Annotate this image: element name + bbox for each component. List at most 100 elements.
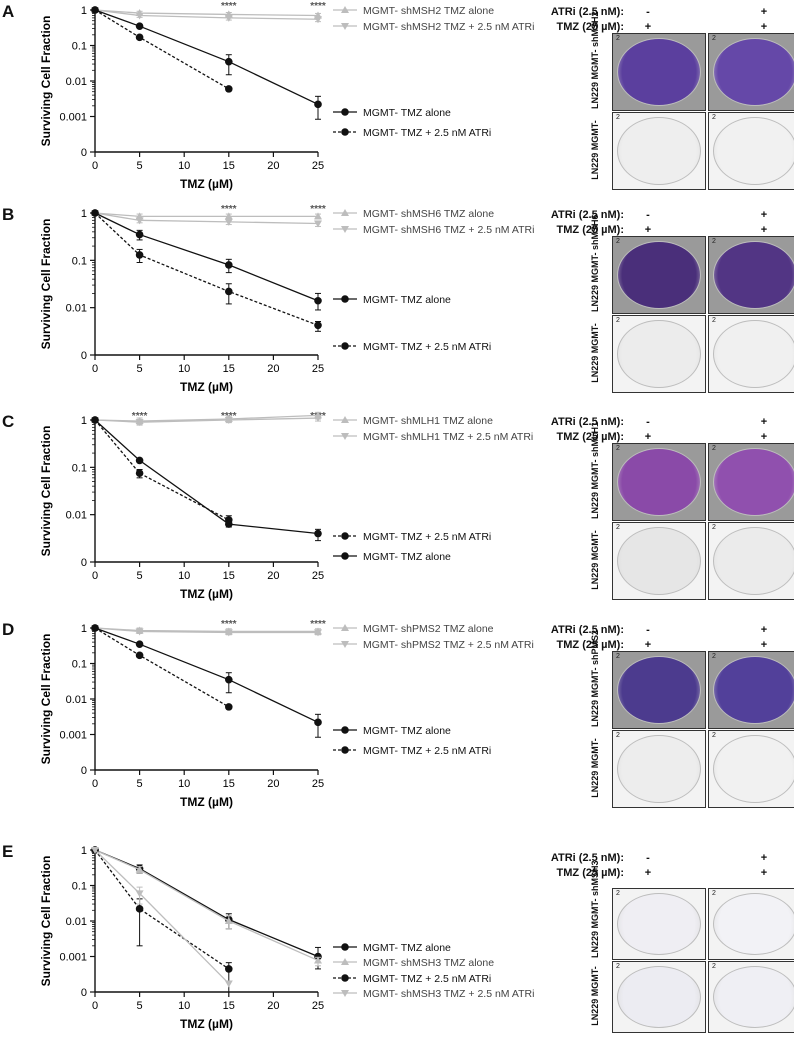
x-tick-label: 5 — [137, 778, 143, 790]
treatment-symbol: + — [644, 21, 652, 33]
dish-image: 2 — [612, 961, 706, 1033]
x-tick-label: 5 — [137, 363, 143, 375]
dish-circle — [713, 656, 794, 724]
series-line — [94, 849, 230, 984]
legend-marker — [341, 433, 349, 440]
panel-letter: A — [2, 2, 15, 21]
panel-letter: E — [2, 842, 14, 861]
panel-a: A 1 0.1 0.01 0.001 0 0 5 10 15 20 25 Surviving Cell … — [0, 0, 794, 200]
series-line — [94, 849, 319, 958]
x-tick-label: 10 — [178, 160, 190, 172]
legend-entry: MGMT- shMSH2 TMZ alone — [333, 5, 494, 17]
panel-letter: B — [2, 205, 15, 224]
cell-line-label: LN229 MGMT- — [590, 530, 600, 590]
x-tick-label: 15 — [223, 778, 235, 790]
data-point — [314, 529, 322, 538]
data-point — [135, 22, 144, 30]
legend-entry: MGMT- shMSH3 TMZ alone — [333, 957, 494, 969]
survival-chart: 1 0.1 0.01 0.001 00 5 10 15 20 25 Surviving Cell F… — [39, 845, 534, 1031]
x-axis-label: TMZ (µM) — [180, 380, 233, 394]
y-tick-label: 0 — [81, 765, 87, 777]
dish-image: 2 — [708, 112, 794, 190]
treatment-symbol: - — [646, 624, 650, 636]
series-line — [94, 849, 230, 970]
legend-label: MGMT- TMZ alone — [363, 942, 451, 954]
dish-image: 2 — [708, 522, 794, 600]
legend-marker — [341, 624, 349, 631]
cell-line-label: LN229 MGMT- shPMS2 — [590, 629, 600, 727]
x-tick-label: 5 — [137, 160, 143, 172]
x-tick-label: 20 — [267, 160, 279, 172]
legend-label: MGMT- shPMS2 TMZ alone — [363, 623, 494, 635]
significance-mark: **** — [132, 411, 148, 422]
atri-label: ATRi (2.5 nM): — [550, 6, 624, 18]
significance-mark: **** — [221, 619, 237, 630]
dish-circle — [617, 527, 701, 595]
dish-circle — [713, 448, 794, 516]
legend-label: MGMT- TMZ alone — [363, 551, 451, 563]
dish-number: 2 — [712, 524, 716, 531]
y-tick-label: 1 — [81, 415, 87, 427]
y-tick-label: 0.1 — [72, 659, 87, 671]
survival-chart: 1 0.1 0.01 00 5 10 15 20 25 Surviving Cell Fracti… — [39, 411, 533, 601]
treatment-symbol: + — [760, 639, 768, 651]
tmz-label: TMZ (25 µM): — [556, 867, 624, 879]
data-point — [135, 905, 144, 913]
cell-line-label: LN229 MGMT- shMSH6 — [590, 214, 600, 312]
x-tick-label: 0 — [92, 570, 98, 582]
legend-entry: MGMT- TMZ + 2.5 nM ATRi — [333, 341, 491, 353]
series-line — [94, 212, 319, 225]
series-line — [94, 9, 319, 105]
treatment-symbol: - — [646, 416, 650, 428]
data-point — [314, 415, 322, 423]
atri-label: ATRi (2.5 nM): — [550, 624, 624, 636]
data-point — [224, 417, 233, 424]
dish-circle — [617, 117, 701, 185]
dish-circle — [713, 38, 794, 106]
legend-entry: MGMT- TMZ + 2.5 nM ATRi — [333, 531, 491, 543]
dish-image: 2 — [612, 730, 706, 808]
x-tick-label: 5 — [137, 1000, 143, 1012]
data-point — [314, 629, 322, 637]
legend-entry: MGMT- TMZ + 2.5 nM ATRi — [333, 745, 491, 757]
atri-label: ATRi (2.5 nM): — [550, 209, 624, 221]
series-line — [94, 627, 319, 723]
significance-mark: **** — [310, 204, 326, 215]
dish-image: 2 — [612, 112, 706, 190]
series-line — [94, 419, 230, 521]
legend-entry: MGMT- shMSH2 TMZ + 2.5 nM ATRi — [333, 21, 534, 33]
data-point — [135, 456, 144, 465]
data-point — [91, 416, 99, 424]
dish-number: 2 — [616, 114, 620, 121]
y-tick-label: 0.1 — [72, 255, 87, 267]
legend-entry: MGMT- TMZ alone — [333, 107, 451, 119]
x-tick-label: 20 — [267, 778, 279, 790]
series-line — [94, 849, 319, 962]
legend-entry: MGMT- shPMS2 TMZ alone — [333, 623, 494, 635]
treatment-symbol: + — [760, 224, 768, 236]
treatment-symbol: + — [644, 224, 652, 236]
legend-entry: MGMT- shMSH6 TMZ + 2.5 nM ATRi — [333, 224, 534, 236]
tmz-label: TMZ (25 µM): — [556, 639, 624, 651]
legend-label: MGMT- TMZ + 2.5 nM ATRi — [363, 127, 491, 139]
tmz-label: TMZ (25 µM): — [556, 431, 624, 443]
dish-image: 2 — [612, 888, 706, 960]
data-point — [224, 980, 233, 988]
legend-marker — [341, 128, 349, 136]
dish-image: 2 — [708, 888, 794, 960]
data-point — [135, 419, 144, 427]
x-tick-label: 0 — [92, 778, 98, 790]
dish-number: 2 — [616, 238, 620, 245]
treatment-symbol: + — [760, 431, 768, 443]
legend-label: MGMT- shMSH6 TMZ + 2.5 nM ATRi — [363, 224, 534, 236]
legend-entry: MGMT- TMZ alone — [333, 942, 451, 954]
y-tick-label: 0.01 — [66, 694, 87, 706]
dish-number: 2 — [712, 317, 716, 324]
data-point — [225, 57, 233, 66]
legend-label: MGMT- TMZ alone — [363, 294, 451, 306]
series-2 — [91, 846, 233, 993]
dish-image: 2 — [708, 443, 794, 521]
dish-number: 2 — [712, 890, 716, 897]
series-3 — [91, 6, 233, 93]
legend-entry: MGMT- TMZ alone — [333, 725, 451, 737]
